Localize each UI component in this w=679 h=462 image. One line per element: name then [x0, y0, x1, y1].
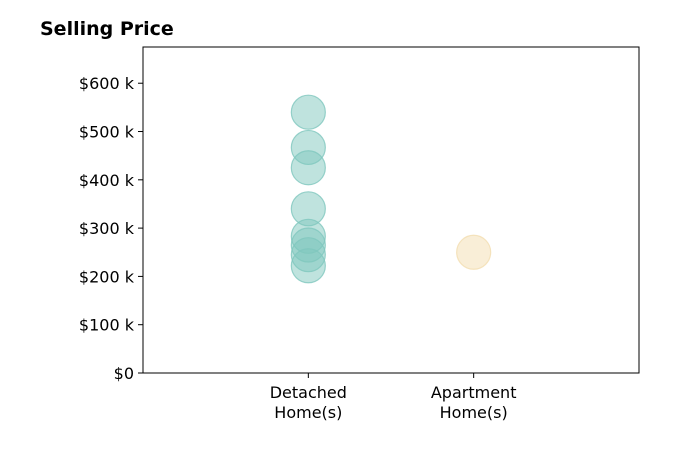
y-tick-label: $600 k	[79, 74, 135, 93]
plot-frame	[142, 46, 640, 374]
data-point	[290, 94, 326, 130]
x-tick-label-line: Detached	[270, 383, 347, 402]
x-tick-label-line: Apartment	[431, 383, 517, 402]
y-tick-label: $0	[114, 364, 134, 383]
chart-title: Selling Price	[40, 18, 174, 40]
data-point	[290, 248, 326, 284]
x-tick-label-line: Home(s)	[274, 403, 342, 422]
y-tick-label: $100 k	[79, 316, 135, 335]
x-tick-label: Detached Home(s)	[270, 383, 347, 422]
y-tick-label: $300 k	[79, 219, 135, 238]
data-point	[456, 234, 492, 270]
data-point	[290, 150, 326, 186]
y-tick-label: $500 k	[79, 123, 135, 142]
y-tick-label: $400 k	[79, 171, 135, 190]
plot-area: $0 $100 k $200 k $300 k $400 k $500 k $600 k De…	[79, 46, 640, 422]
x-tick-label-line: Home(s)	[440, 403, 508, 422]
x-tick-label: Apartment Home(s)	[431, 383, 517, 422]
y-tick-label: $200 k	[79, 267, 135, 286]
